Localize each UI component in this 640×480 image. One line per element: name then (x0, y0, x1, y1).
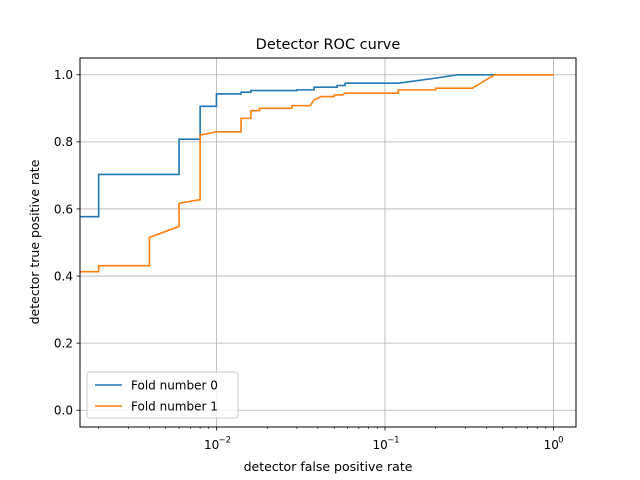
y-tick-label: 0.2 (54, 336, 73, 350)
plot-frame (79, 57, 577, 428)
legend-label-fold-1: Fold number 1 (131, 400, 218, 414)
series-line-fold-0 (80, 73, 554, 218)
x-tick-base: 10 (373, 438, 388, 452)
y-tick-label: 0.8 (54, 135, 73, 149)
x-tick-base: 10 (204, 438, 219, 452)
x-tick-exponent: −2 (218, 436, 231, 446)
x-tick-exponent: 0 (558, 436, 563, 446)
x-tick-exponent: −1 (387, 436, 400, 446)
y-tick-label: 1.0 (54, 68, 73, 82)
x-axis-label: detector false positive rate (244, 459, 413, 474)
series-lines (80, 73, 554, 273)
series-line-fold-1 (80, 73, 554, 273)
axis-ticks: 0.00.20.40.60.81.010 −2 10 −1 10 0 (54, 68, 564, 452)
y-tick-label: 0.4 (54, 269, 73, 283)
x-tick-label: 10 −2 (204, 436, 231, 453)
y-axis-label: detector true positive rate (27, 159, 42, 324)
chart-title: Detector ROC curve (256, 37, 401, 53)
y-tick-label: 0.6 (54, 202, 73, 216)
x-tick-label: 10 −1 (373, 436, 400, 453)
legend: Fold number 0 Fold number 1 (86, 371, 239, 419)
x-tick-label: 10 0 (544, 436, 564, 453)
y-tick-label: 0.0 (54, 404, 73, 418)
legend-box (86, 371, 239, 419)
legend-label-fold-0: Fold number 0 (131, 379, 218, 393)
x-tick-base: 10 (544, 438, 559, 452)
